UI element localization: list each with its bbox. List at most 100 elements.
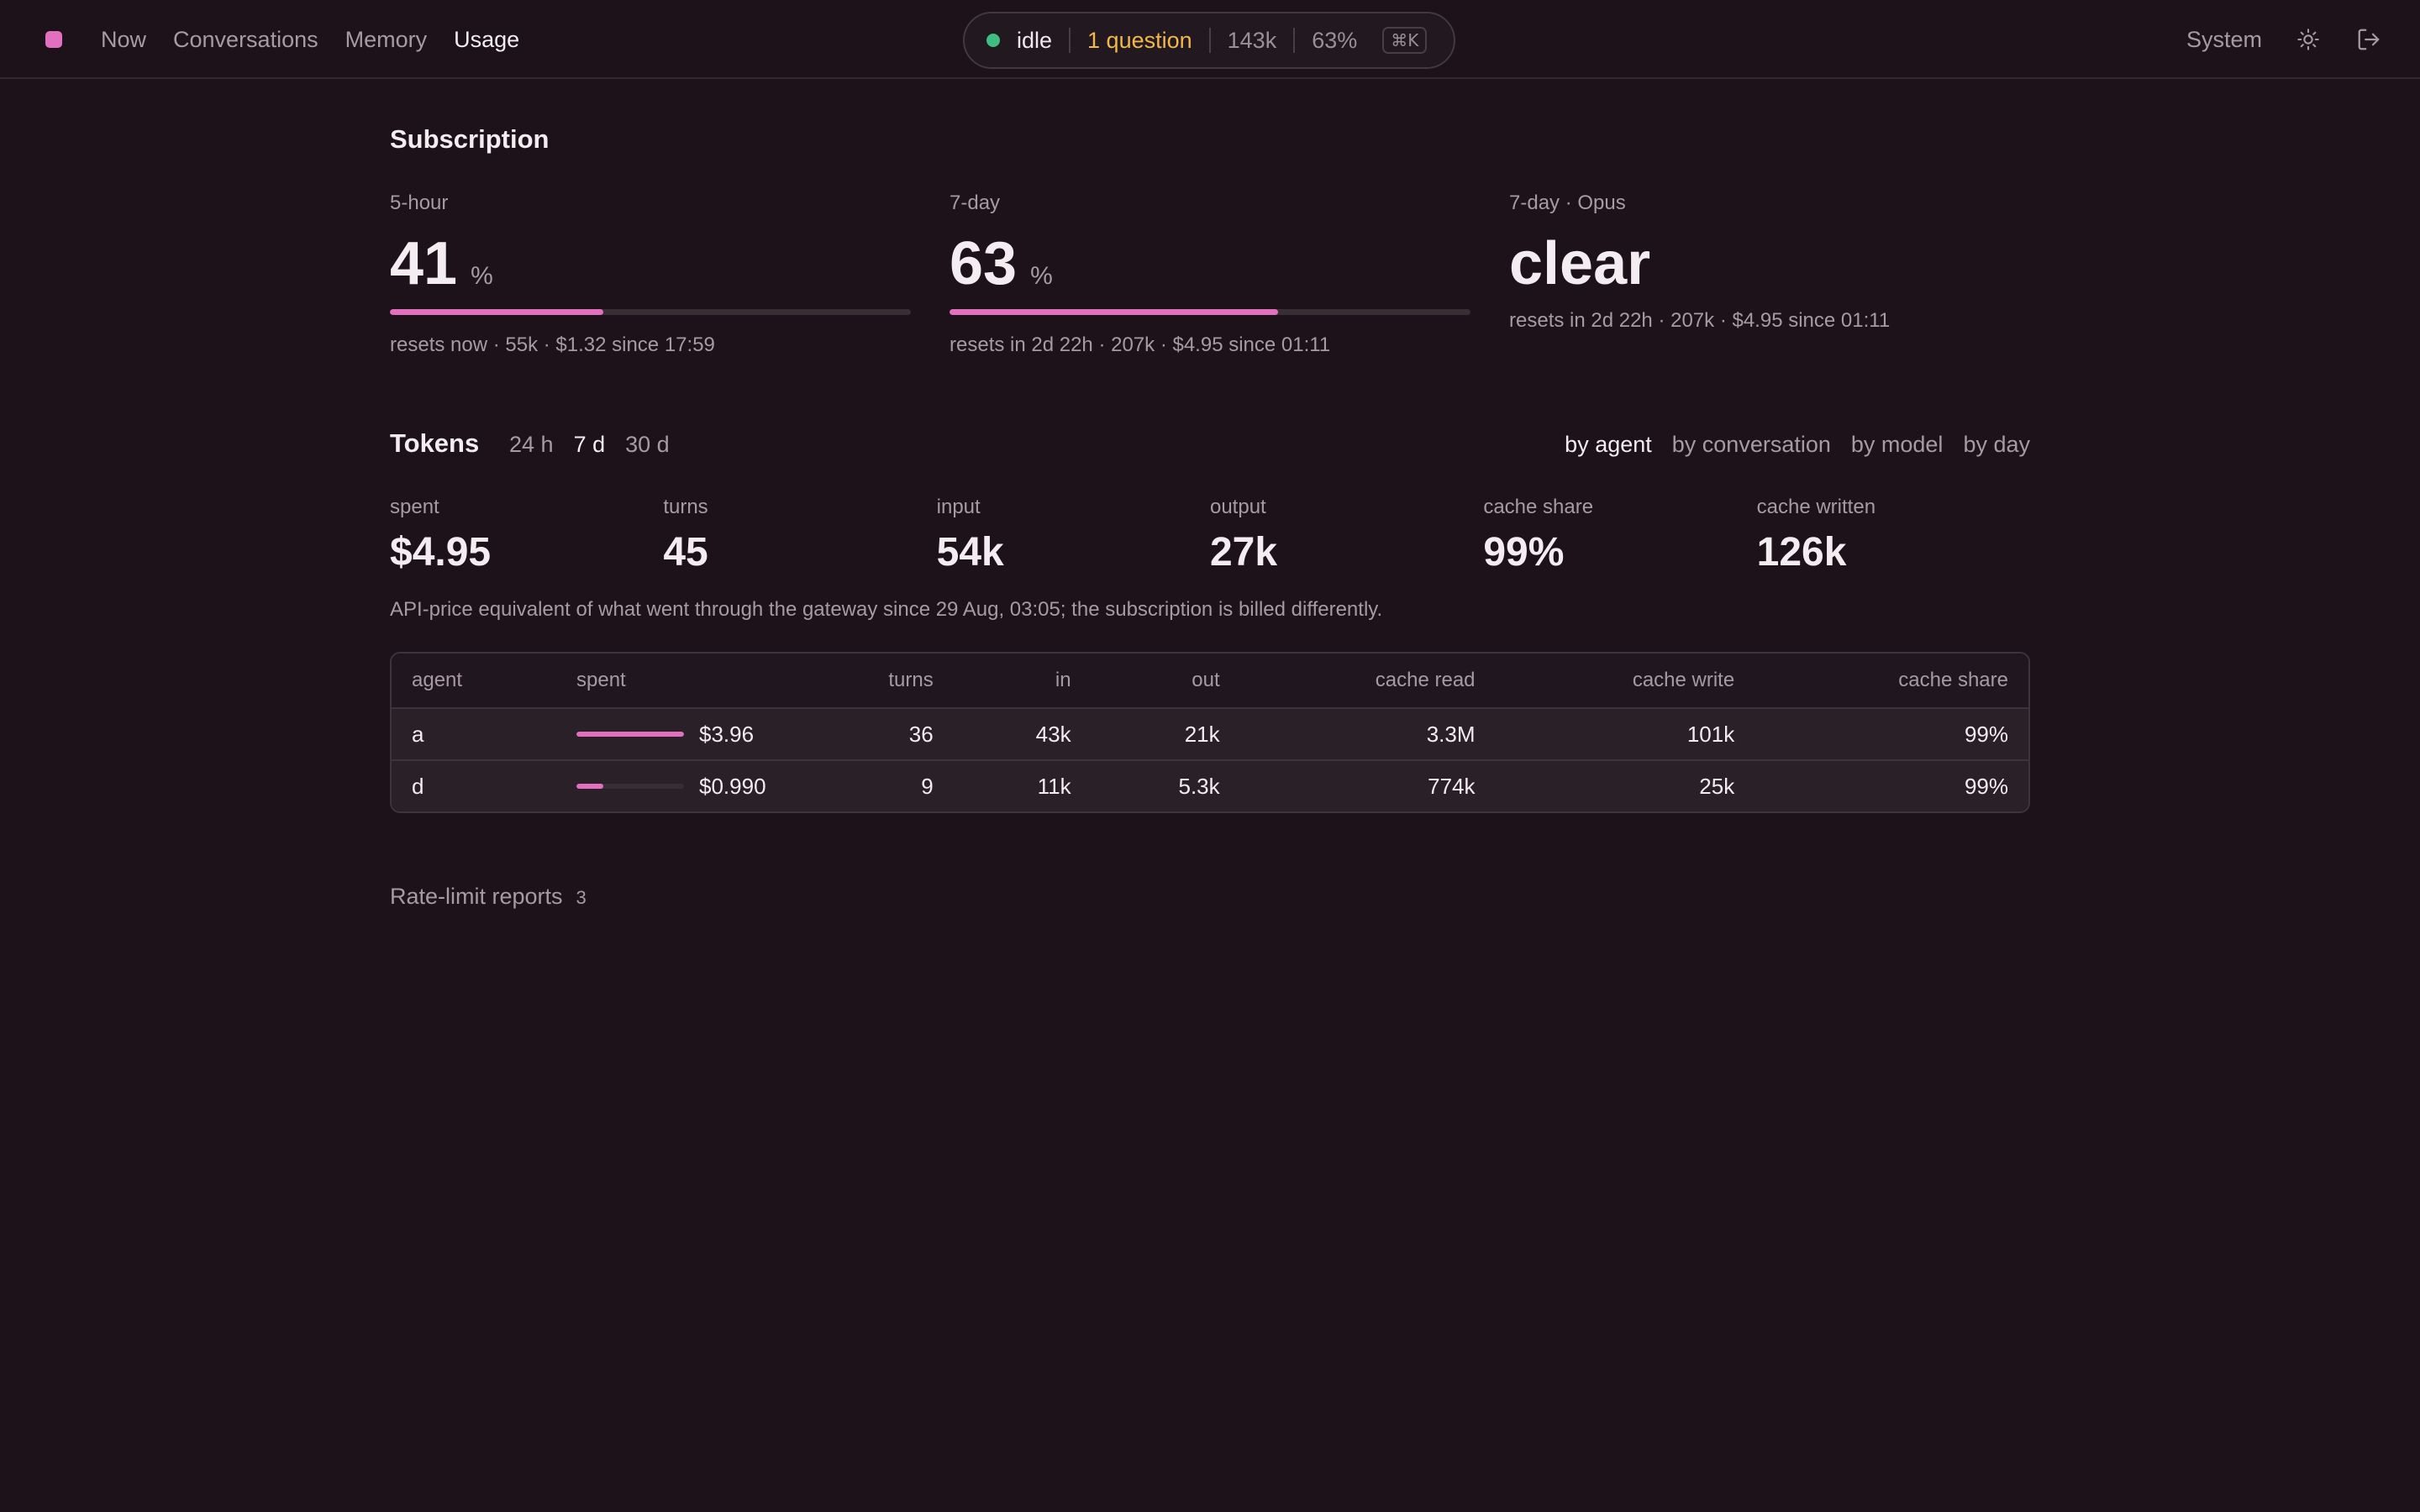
status-state: idle [1017,27,1053,53]
command-shortcut-hint: ⌘K [1382,27,1428,54]
stat-value: $4.95 [390,530,492,575]
logo[interactable] [45,31,62,48]
cell-spent: $3.96 [556,707,798,760]
cell-agent: d [392,759,556,811]
progress-fill [390,309,604,315]
rate-limit-reports-toggle[interactable]: Rate-limit reports 3 [390,884,587,910]
subscription-heading: Subscription [390,124,550,154]
column-header-out[interactable]: out [1091,654,1240,708]
meter-value: 63 % [950,230,1470,297]
spent-bar-track [576,784,684,789]
status-dot [986,34,1000,47]
stat-label: cache share [1483,496,1594,518]
cell-cache-write: 101k [1495,707,1755,760]
cell-cache-write: 25k [1495,759,1755,811]
stat-value: 54k [936,530,1004,575]
table-row[interactable]: a $3.96 36 43k 21k 3.3M 101k 99 [392,707,2028,760]
rate-limit-label: Rate-limit reports [390,884,563,909]
status-percent: 63% [1312,27,1358,53]
grouping-tabs: by agent by conversation by model by day [1565,432,2030,458]
column-header-cache-read[interactable]: cache read [1239,654,1496,708]
top-right-actions: System [2186,0,2383,79]
spent-value: $3.96 [699,721,755,747]
group-tab-agent[interactable]: by agent [1565,432,1652,457]
range-tab-24h[interactable]: 24 h [509,432,554,457]
token-stats: spent $4.95 turns 45 input 54k output 27… [390,496,2030,575]
meter-5-hour: 5-hour 41 % resets now · 55k · $1.32 sin… [390,192,911,357]
sun-icon[interactable] [2294,25,2323,54]
cell-cache-read: 3.3M [1239,707,1496,760]
column-header-agent[interactable]: agent [392,654,556,708]
cell-agent: a [392,707,556,760]
column-header-in[interactable]: in [953,654,1092,708]
spent-value: $0.990 [699,773,766,799]
table-header-row: agent spent turns in out cache read cach… [392,654,2028,708]
cell-out: 5.3k [1091,759,1240,811]
group-tab-conversation[interactable]: by conversation [1671,432,1831,457]
cell-out: 21k [1091,707,1240,760]
stat-cache-written: cache written 126k [1757,496,2030,575]
tokens-heading: Tokens [390,428,480,458]
meter-detail: resets in 2d 22h · 207k · $4.95 since 01… [1509,309,1891,332]
range-tab-30d[interactable]: 30 d [625,432,670,457]
cell-in: 11k [953,759,1092,811]
cell-in: 43k [953,707,1092,760]
cell-cache-share: 99% [1754,759,2028,811]
meter-7-day-opus: 7-day · Opus clear resets in 2d 22h · 20… [1509,192,2030,333]
cell-turns: 9 [798,759,954,811]
agent-table: agent spent turns in out cache read cach… [390,652,2030,813]
meter-number: 63 [950,230,1018,297]
stat-label: spent [390,496,439,518]
stat-value: 126k [1756,530,1847,575]
divider [1293,28,1296,53]
meter-number: 41 [390,230,458,297]
group-tab-model[interactable]: by model [1850,432,1944,457]
stat-label: turns [663,496,708,518]
progress-fill [950,309,1278,315]
meter-label: 7-day · Opus [1509,192,1626,214]
stat-label: input [936,496,981,518]
meter-status: clear [1509,230,1651,297]
theme-selector[interactable]: System [2186,26,2262,52]
spent-bar-track [576,732,684,737]
group-tab-day[interactable]: by day [1963,432,2030,457]
status-pill[interactable]: idle 1 question 143k 63% ⌘K [963,12,1455,69]
progress-track [390,309,911,315]
meter-unit: % [471,262,493,290]
stat-input: input 54k [937,496,1210,575]
meter-unit: % [1030,262,1053,290]
column-header-cache-write[interactable]: cache write [1495,654,1755,708]
stat-value: 27k [1209,530,1278,575]
stat-turns: turns 45 [663,496,936,575]
status-questions[interactable]: 1 question [1087,27,1192,53]
status-tokens: 143k [1227,27,1277,53]
column-header-cache-share[interactable]: cache share [1754,654,2028,708]
stat-value: 45 [663,530,708,575]
cell-turns: 36 [798,707,954,760]
stat-label: output [1209,496,1266,518]
cell-cache-read: 774k [1239,759,1496,811]
range-tab-7d[interactable]: 7 d [573,432,606,457]
cell-cache-share: 99% [1754,707,2028,760]
stat-value: 99% [1483,530,1565,575]
nav-now[interactable]: Now [101,26,147,52]
rate-limit-count: 3 [576,887,587,908]
logout-icon[interactable] [2354,25,2383,54]
divider [1208,28,1211,53]
stat-cache-share: cache share 99% [1483,496,1756,575]
table-row[interactable]: d $0.990 9 11k 5.3k 774k 25k 99 [392,759,2028,811]
divider [1069,28,1071,53]
tokens-header: Tokens 24 h 7 d 30 d by agent by convers… [390,428,2030,462]
column-header-spent[interactable]: spent [556,654,798,708]
meter-7-day: 7-day 63 % resets in 2d 22h · 207k · $4.… [950,192,1470,357]
meter-value: clear [1509,230,2030,297]
nav-usage[interactable]: Usage [454,26,520,52]
column-header-turns[interactable]: turns [798,654,954,708]
meter-label: 7-day [950,192,1001,214]
stat-output: output 27k [1210,496,1483,575]
nav-conversations[interactable]: Conversations [173,26,318,52]
top-bar: Now Conversations Memory Usage idle 1 qu… [0,0,2420,79]
nav-memory[interactable]: Memory [345,26,428,52]
meter-detail: resets in 2d 22h · 207k · $4.95 since 01… [950,333,1331,356]
cell-spent: $0.990 [556,759,798,811]
